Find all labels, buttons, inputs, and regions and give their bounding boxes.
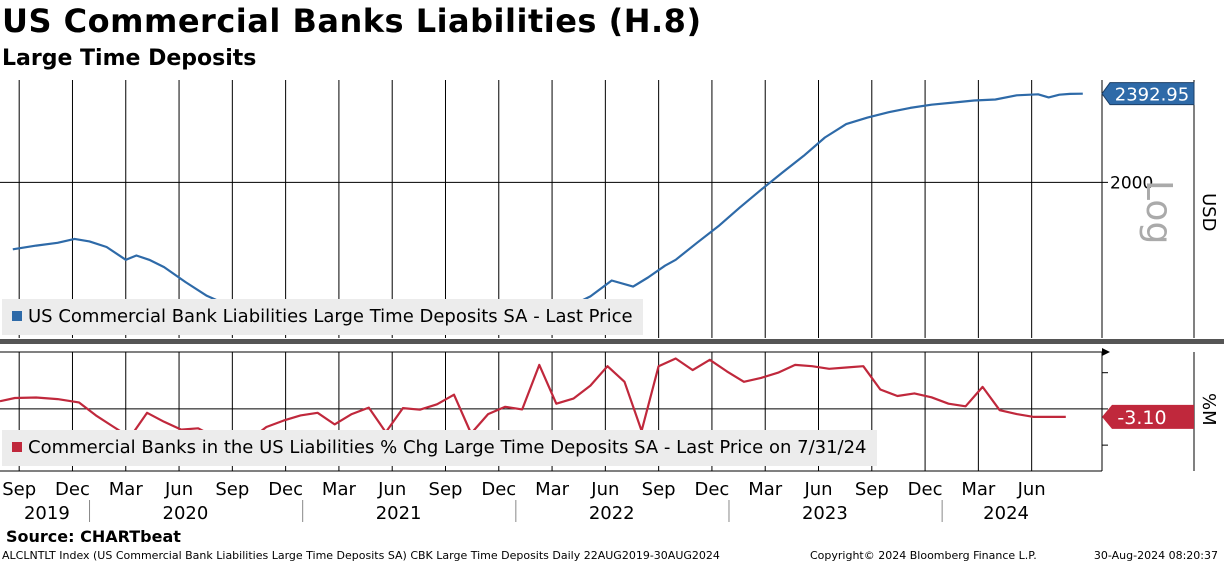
x-year-label: 2023	[802, 503, 848, 524]
x-tick-label: Mar	[322, 479, 357, 500]
x-tick-label: Mar	[109, 479, 144, 500]
legend-top-label: US Commercial Bank Liabilities Large Tim…	[28, 306, 633, 327]
legend-bottom[interactable]: Commercial Banks in the US Liabilities %…	[2, 430, 877, 466]
legend-top-swatch	[12, 311, 22, 321]
x-tick-label: Mar	[961, 479, 996, 500]
bottom-series-line	[0, 357, 1066, 447]
series-lines	[0, 92, 1083, 447]
x-tick-label: Sep	[642, 479, 676, 500]
x-tick-label: Jun	[1017, 479, 1046, 500]
x-tick-label: Jun	[377, 479, 406, 500]
x-tick-label: Dec	[481, 479, 516, 500]
log-scale-label: Log	[1138, 180, 1179, 244]
panel-frames	[0, 80, 1224, 472]
y-axis-label-usd: USD	[1198, 193, 1219, 231]
x-tick-label: Dec	[55, 479, 90, 500]
top-last-value-flag	[1101, 82, 1195, 106]
x-tick-label: Sep	[855, 479, 889, 500]
y-axis-label-pctm: %M	[1198, 393, 1219, 426]
top-panel-grid	[0, 80, 1102, 338]
top-last-value-label: 2392.95	[1115, 85, 1189, 106]
x-tick-label: Dec	[695, 479, 730, 500]
x-tick-label: Mar	[535, 479, 570, 500]
footer-ticker: ALCLNTLT Index (US Commercial Bank Liabi…	[2, 549, 720, 562]
x-tick-label: Jun	[164, 479, 193, 500]
x-tick-label: Dec	[268, 479, 303, 500]
x-tick-label: Sep	[429, 479, 463, 500]
bottom-axis-arrow	[1102, 348, 1110, 356]
chart-subtitle: Large Time Deposits	[2, 46, 257, 71]
x-year-label: 2020	[163, 503, 209, 524]
footer-timestamp: 30-Aug-2024 08:20:37	[1093, 549, 1218, 562]
legend-bottom-swatch	[12, 442, 22, 452]
axis-labels: 2000 USD Log %M Sep Dec Mar Jun Sep Dec Mar Jun Sep D…	[2, 173, 1219, 524]
top-series-line	[12, 92, 1083, 330]
legend-bottom-label: Commercial Banks in the US Liabilities %…	[28, 437, 867, 458]
x-tick-label: Sep	[2, 479, 36, 500]
x-tick-label: Jun	[803, 479, 832, 500]
footer-copyright: Copyright© 2024 Bloomberg Finance L.P.	[810, 549, 1037, 562]
source-note: Source: CHARTbeat	[6, 527, 181, 546]
chart-title: US Commercial Banks Liabilities (H.8)	[2, 2, 702, 40]
bottom-last-value-flag	[1102, 404, 1194, 429]
panel-separator	[0, 339, 1224, 344]
x-year-label: 2021	[376, 503, 422, 524]
x-year-label: 2024	[983, 503, 1029, 524]
y-tick-label: 2000	[1110, 173, 1153, 193]
bottom-last-value-label: -3.10	[1117, 407, 1166, 429]
last-value-markers: 2392.95 -3.10	[1101, 82, 1195, 429]
legend-top[interactable]: US Commercial Bank Liabilities Large Tim…	[2, 299, 643, 335]
x-tick-label: Dec	[908, 479, 943, 500]
x-tick-label: Jun	[590, 479, 619, 500]
x-year-label: 2019	[24, 503, 70, 524]
x-year-label: 2022	[589, 503, 635, 524]
x-tick-label: Mar	[748, 479, 783, 500]
x-tick-label: Sep	[215, 479, 249, 500]
